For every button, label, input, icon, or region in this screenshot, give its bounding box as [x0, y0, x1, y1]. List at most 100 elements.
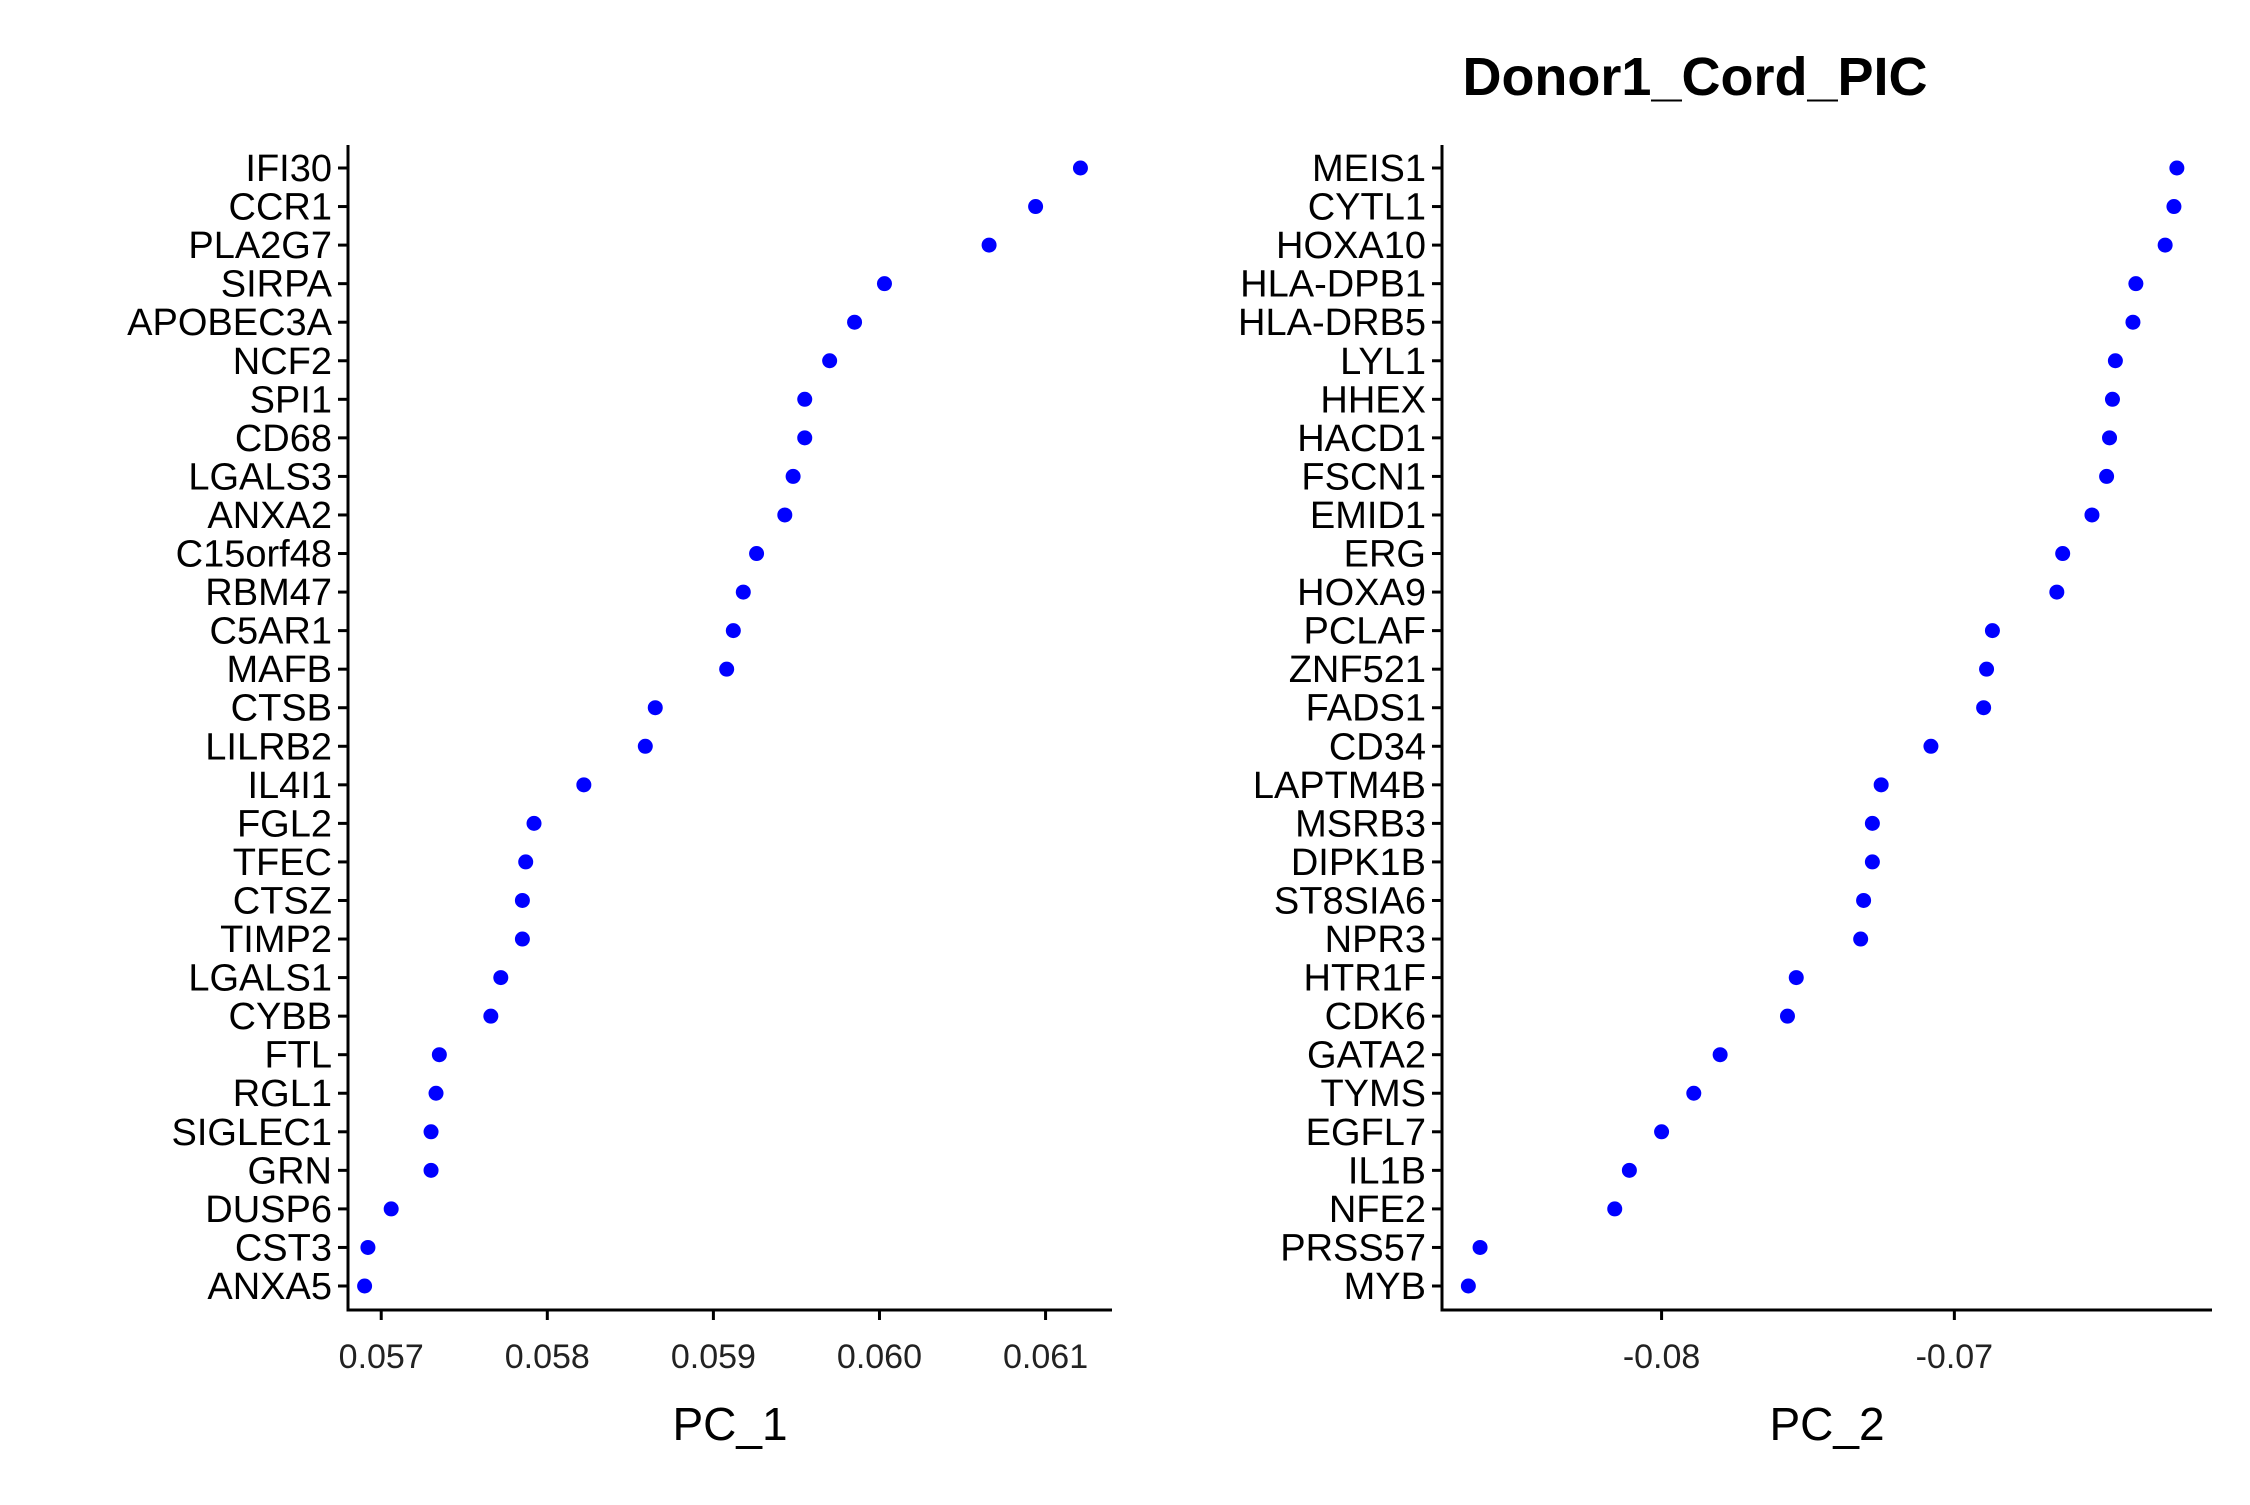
loading-point — [647, 700, 663, 716]
loading-point — [1856, 892, 1872, 908]
loading-point — [725, 623, 741, 639]
loading-point — [2104, 391, 2120, 407]
gene-label: CDK6 — [1325, 996, 1426, 1038]
loading-point — [514, 892, 530, 908]
gene-label: TFEC — [233, 842, 332, 884]
loading-point — [719, 661, 735, 677]
loading-point — [847, 314, 863, 330]
loading-point — [1976, 700, 1992, 716]
loading-point — [2128, 276, 2144, 292]
gene-label: HHEX — [1320, 379, 1426, 421]
loading-point — [2102, 430, 2118, 446]
loading-point — [1864, 854, 1880, 870]
panel-pc2: MEIS1CYTL1HOXA10HLA-DPB1HLA-DRB5LYL1HHEX… — [1238, 145, 2212, 1450]
loading-point — [981, 237, 997, 253]
gene-label: C5AR1 — [210, 611, 333, 653]
gene-label: CCR1 — [229, 187, 332, 229]
gene-label: CD34 — [1329, 726, 1426, 768]
x-tick-label: 0.061 — [1003, 1338, 1088, 1376]
loading-point — [1654, 1124, 1670, 1140]
gene-label: C15orf48 — [176, 534, 332, 576]
loading-point — [2055, 546, 2071, 562]
loading-point — [1621, 1162, 1637, 1178]
gene-label: NPR3 — [1325, 919, 1426, 961]
gene-label: RGL1 — [233, 1073, 332, 1115]
gene-label: EGFL7 — [1306, 1112, 1426, 1154]
gene-label: PLA2G7 — [188, 225, 332, 267]
gene-label: TIMP2 — [220, 919, 332, 961]
loading-point — [735, 584, 751, 600]
gene-label: HTR1F — [1304, 958, 1426, 1000]
gene-label: LYL1 — [1340, 341, 1426, 383]
gene-label: CTSB — [231, 688, 332, 730]
gene-label: MAFB — [226, 649, 332, 691]
gene-label: SPI1 — [250, 379, 332, 421]
gene-label: HLA-DPB1 — [1240, 264, 1426, 306]
gene-label: MSRB3 — [1295, 803, 1426, 845]
loading-point — [1686, 1085, 1702, 1101]
loading-point — [2084, 507, 2100, 523]
loading-point — [1779, 1008, 1795, 1024]
panel-pc1: IFI30CCR1PLA2G7SIRPAAPOBEC3ANCF2SPI1CD68… — [127, 145, 1112, 1450]
loading-point — [1712, 1047, 1728, 1063]
gene-label: IL4I1 — [247, 765, 332, 807]
gene-label: NCF2 — [233, 341, 332, 383]
x-axis-title: PC_1 — [672, 1398, 787, 1450]
loading-point — [2157, 237, 2173, 253]
loading-point — [822, 353, 838, 369]
x-tick-label: 0.058 — [505, 1338, 590, 1376]
x-tick-label: 0.057 — [339, 1338, 424, 1376]
loading-point — [1072, 160, 1088, 176]
loading-point — [431, 1047, 447, 1063]
x-tick-label: 0.060 — [837, 1338, 922, 1376]
gene-label: FADS1 — [1306, 688, 1426, 730]
loading-point — [797, 391, 813, 407]
loading-point — [360, 1239, 376, 1255]
gene-label: CYTL1 — [1308, 187, 1426, 229]
loading-point — [1873, 777, 1889, 793]
loading-point — [383, 1201, 399, 1217]
gene-label: LGALS3 — [188, 456, 332, 498]
gene-label: LILRB2 — [205, 726, 332, 768]
gene-label: IL1B — [1348, 1150, 1426, 1192]
gene-label: IFI30 — [245, 148, 332, 190]
gene-label: FSCN1 — [1301, 456, 1426, 498]
gene-label: SIGLEC1 — [171, 1112, 332, 1154]
gene-label: ZNF521 — [1289, 649, 1426, 691]
gene-label: MYB — [1344, 1266, 1426, 1308]
loading-point — [797, 430, 813, 446]
x-tick-label: -0.07 — [1916, 1338, 1994, 1376]
loading-point — [2107, 353, 2123, 369]
loading-point — [1979, 661, 1995, 677]
loading-point — [493, 970, 509, 986]
gene-label: CTSZ — [233, 880, 332, 922]
gene-label: LGALS1 — [188, 958, 332, 1000]
x-tick-label: 0.059 — [671, 1338, 756, 1376]
gene-label: NFE2 — [1329, 1189, 1426, 1231]
loading-point — [1460, 1278, 1476, 1294]
loading-point — [777, 507, 793, 523]
gene-label: DUSP6 — [205, 1189, 332, 1231]
loading-point — [1472, 1239, 1488, 1255]
gene-label: SIRPA — [221, 264, 333, 306]
loading-point — [518, 854, 534, 870]
loading-point — [2166, 199, 2182, 215]
gene-label: CST3 — [235, 1227, 332, 1269]
gene-label: PRSS57 — [1280, 1227, 1426, 1269]
loading-point — [1984, 623, 2000, 639]
gene-label: MEIS1 — [1312, 148, 1426, 190]
x-tick-label: -0.08 — [1623, 1338, 1701, 1376]
loading-point — [428, 1085, 444, 1101]
gene-label: CD68 — [235, 418, 332, 460]
gene-label: ST8SIA6 — [1274, 880, 1426, 922]
loading-point — [1864, 815, 1880, 831]
gene-label: HACD1 — [1297, 418, 1426, 460]
loading-point — [785, 468, 801, 484]
gene-label: DIPK1B — [1291, 842, 1426, 884]
loading-point — [876, 276, 892, 292]
gene-label: HOXA9 — [1297, 572, 1426, 614]
gene-label: ANXA5 — [207, 1266, 332, 1308]
gene-label: HOXA10 — [1276, 225, 1426, 267]
loading-point — [1853, 931, 1869, 947]
